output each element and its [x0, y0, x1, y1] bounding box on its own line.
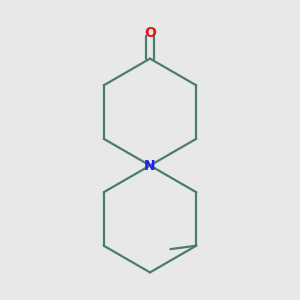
Text: O: O [144, 26, 156, 40]
Text: N: N [144, 158, 156, 172]
